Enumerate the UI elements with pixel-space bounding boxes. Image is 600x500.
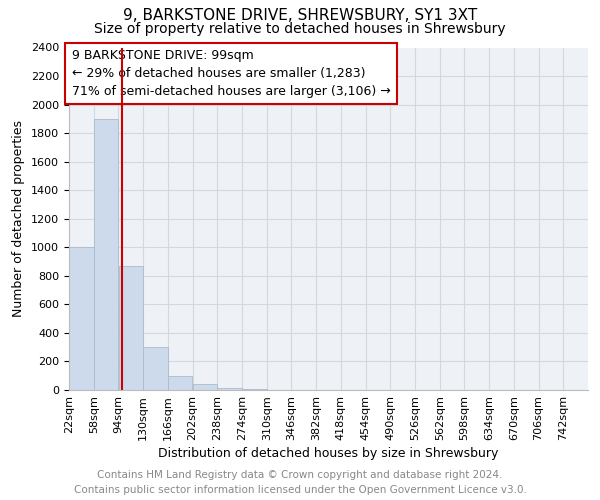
Bar bbox=[217, 388, 242, 390]
Bar bbox=[193, 384, 217, 390]
Text: 9, BARKSTONE DRIVE, SHREWSBURY, SY1 3XT: 9, BARKSTONE DRIVE, SHREWSBURY, SY1 3XT bbox=[123, 8, 477, 22]
Bar bbox=[143, 347, 167, 390]
Y-axis label: Number of detached properties: Number of detached properties bbox=[13, 120, 25, 318]
X-axis label: Distribution of detached houses by size in Shrewsbury: Distribution of detached houses by size … bbox=[158, 447, 499, 460]
Bar bbox=[94, 119, 118, 390]
Bar bbox=[119, 266, 143, 390]
Text: Contains HM Land Registry data © Crown copyright and database right 2024.
Contai: Contains HM Land Registry data © Crown c… bbox=[74, 470, 526, 495]
Bar bbox=[69, 248, 94, 390]
Text: 9 BARKSTONE DRIVE: 99sqm
← 29% of detached houses are smaller (1,283)
71% of sem: 9 BARKSTONE DRIVE: 99sqm ← 29% of detach… bbox=[71, 49, 391, 98]
Text: Size of property relative to detached houses in Shrewsbury: Size of property relative to detached ho… bbox=[94, 22, 506, 36]
Bar bbox=[168, 376, 193, 390]
